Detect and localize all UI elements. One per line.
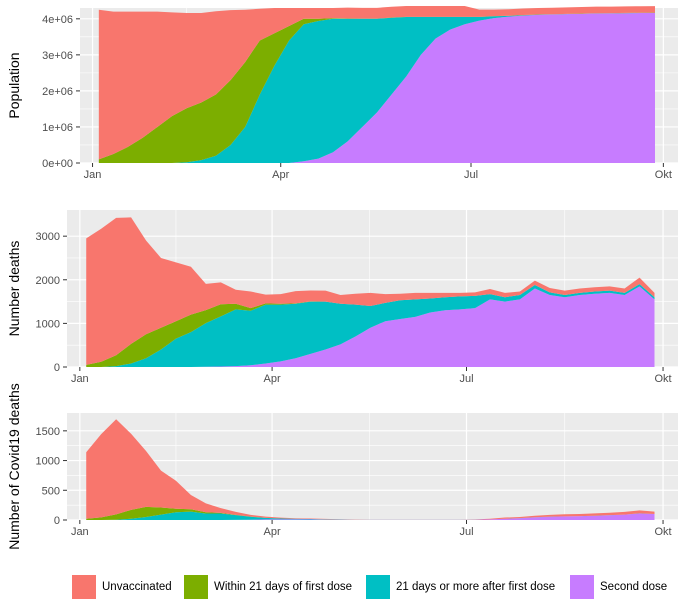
y-tick-label: 500	[42, 485, 60, 497]
x-tick-label: Jul	[459, 373, 473, 385]
y-tick-label: 2000	[36, 275, 60, 287]
legend-item-21-days-or-more: 21 days or more after first dose	[366, 572, 555, 602]
legend-label-within-21-days: Within 21 days of first dose	[214, 581, 353, 593]
area-within-21-days-of-first-dose	[86, 506, 655, 520]
area-21-days-or-more-after-first-dose	[98, 12, 655, 163]
y-tick-label: 1000	[36, 456, 60, 468]
area-second-dose	[98, 13, 655, 163]
panel-2: 0 1000 2000 3000 Jan Apr Jul Okt Number deaths	[6, 210, 678, 385]
legend-label-second-dose: Second dose	[600, 581, 668, 593]
y-tick-label: 2e+06	[42, 86, 73, 98]
x-tick-label: Okt	[654, 373, 671, 385]
y-axis-title: Number deaths	[6, 241, 22, 337]
legend-item-within-21-days: Within 21 days of first dose	[184, 572, 352, 602]
area-second-dose	[86, 513, 655, 520]
y-axis-title: Population	[6, 52, 22, 118]
x-tick-label: Jul	[464, 169, 478, 181]
x-tick-label: Apr	[264, 526, 281, 538]
legend-swatch-unvaccinated	[72, 575, 96, 599]
legend-item-unvaccinated: Unvaccinated	[72, 572, 172, 602]
area-unvaccinated	[98, 6, 655, 160]
x-tick-label: Jan	[84, 169, 102, 181]
x-tick-label: Okt	[654, 526, 671, 538]
legend: Unvaccinated Within 21 days of first dos…	[0, 572, 684, 602]
y-tick-label: 0e+00	[42, 158, 73, 170]
legend-swatch-within-21-days	[184, 575, 208, 599]
y-tick-label: 3000	[36, 231, 60, 243]
area-21-days-or-more-after-first-dose	[86, 284, 655, 367]
y-axis-title: Number of Covid19 deaths	[6, 383, 22, 550]
y-tick-label: 0	[54, 362, 60, 374]
area-within-21-days-of-first-dose	[98, 12, 655, 164]
x-tick-label: Jan	[71, 373, 89, 385]
x-tick-label: Apr	[272, 169, 289, 181]
x-tick-label: Okt	[655, 169, 672, 181]
area-unvaccinated	[86, 217, 655, 365]
legend-label-21-days-or-more: 21 days or more after first dose	[396, 581, 556, 593]
area-21-days-or-more-after-first-dose	[86, 511, 655, 520]
y-tick-label: 0	[54, 515, 60, 527]
x-tick-label: Jan	[71, 526, 89, 538]
legend-item-second-dose: Second dose	[570, 572, 667, 602]
y-tick-label: 1500	[36, 426, 60, 438]
y-tick-label: 1000	[36, 318, 60, 330]
panel-1: 0e+00 1e+06 2e+06 3e+06 4e+06 Jan Apr Jul Okt Pop…	[6, 6, 678, 181]
legend-swatch-21-days-or-more	[366, 575, 390, 599]
x-tick-label: Apr	[264, 373, 281, 385]
area-second-dose	[86, 286, 655, 367]
x-tick-label: Jul	[459, 526, 473, 538]
legend-swatch-second-dose	[570, 575, 594, 599]
chart-figure: 0e+00 1e+06 2e+06 3e+06 4e+06 Jan Apr Jul Okt Pop…	[6, 6, 678, 550]
legend-label-unvaccinated: Unvaccinated	[102, 581, 172, 593]
area-within-21-days-of-first-dose	[86, 284, 655, 367]
y-tick-label: 4e+06	[42, 14, 73, 26]
y-tick-label: 1e+06	[42, 122, 73, 134]
panel-3: 0 500 1000 1500 Jan Apr Jul Okt Number of Covid1…	[6, 383, 678, 550]
y-tick-label: 3e+06	[42, 50, 73, 62]
